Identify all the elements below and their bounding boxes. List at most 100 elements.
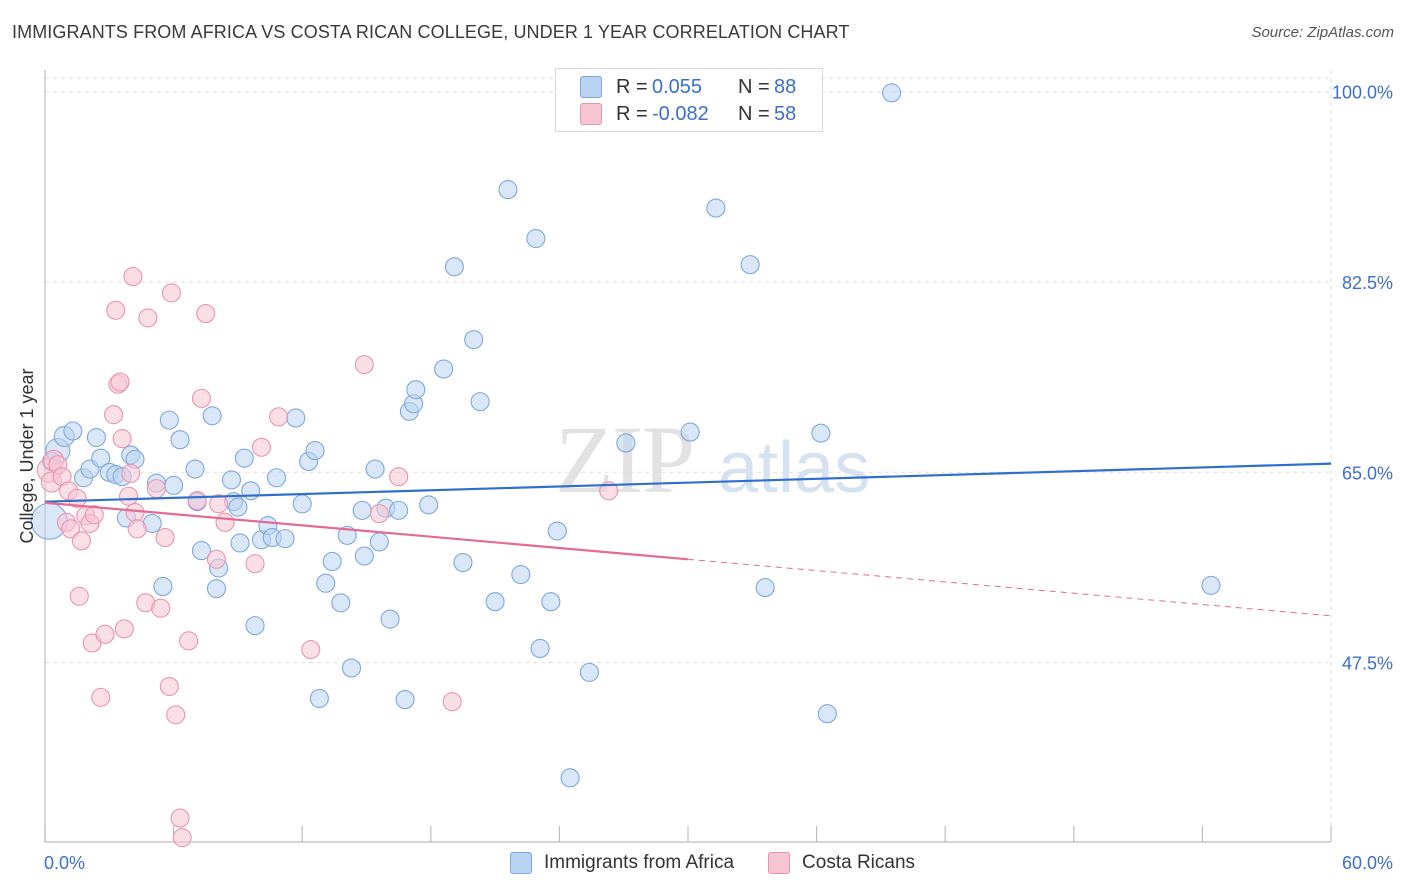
costa-rica-point	[114, 619, 134, 639]
costa-rica-point	[121, 463, 141, 483]
costa-rica-point	[119, 486, 139, 506]
costa-rica-point	[125, 502, 145, 523]
africa-point	[485, 592, 505, 612]
watermark-zip: ZIP	[555, 406, 693, 513]
africa-point	[389, 500, 409, 520]
costa-rica-point	[354, 355, 374, 375]
legend-label-africa: Immigrants from Africa	[544, 852, 735, 873]
africa-point	[286, 408, 306, 428]
africa-point	[541, 592, 561, 612]
costa-rica-point	[159, 676, 179, 697]
africa-point	[453, 553, 473, 573]
trend-lines	[44, 462, 1332, 617]
legend-swatch-pink	[768, 852, 791, 874]
costa-rica-point	[69, 586, 89, 606]
africa-point	[706, 198, 726, 218]
africa-point	[245, 616, 265, 636]
africa-point	[740, 255, 760, 275]
costa-rica-point	[172, 828, 192, 848]
legend-n-value: 88	[774, 75, 797, 98]
africa-point	[241, 481, 261, 501]
legend-r-value: -0.082	[652, 102, 709, 125]
africa-point	[547, 521, 567, 541]
costa-rica-point	[187, 491, 207, 511]
costa-rica-point	[209, 494, 229, 514]
africa-point	[560, 768, 580, 788]
legend-swatch-blue	[510, 852, 532, 874]
africa-point	[511, 564, 531, 585]
africa-point	[354, 546, 374, 566]
africa-point	[275, 529, 295, 549]
africa-point	[444, 257, 464, 277]
costa-rica-point	[106, 300, 126, 320]
legend-r-value: 0.055	[652, 75, 703, 98]
africa-point	[337, 525, 357, 545]
africa-point	[164, 475, 184, 495]
africa-point	[170, 430, 190, 450]
africa-point	[91, 448, 111, 468]
africa-point	[579, 662, 599, 682]
africa-point	[266, 468, 287, 488]
africa-point	[202, 406, 222, 426]
costa-rica-point	[389, 467, 409, 487]
legend-n-label: N =	[738, 102, 770, 125]
africa-point	[419, 495, 439, 515]
africa-point	[221, 470, 242, 490]
chart-title: IMMIGRANTS FROM AFRICA VS COSTA RICAN CO…	[12, 22, 850, 42]
costa-rica-point	[215, 512, 235, 532]
legend-swatch-pink	[580, 103, 602, 125]
costa-rica-point	[196, 304, 216, 324]
legend-r-label: R =	[616, 75, 648, 98]
costa-rica-point	[301, 639, 321, 660]
costa-rica-point	[245, 554, 265, 574]
costa-rica-point	[138, 308, 158, 328]
series-costa-ricans	[36, 267, 619, 848]
africa-point	[464, 330, 484, 350]
costa-rica-point	[170, 808, 190, 828]
costa-rica-point	[179, 631, 199, 651]
costa-rica-point	[442, 692, 462, 712]
africa-point	[206, 579, 227, 599]
africa-point	[530, 638, 550, 659]
y-tick-label: 100.0%	[1332, 83, 1393, 103]
axis-labels: 47.5% 65.0% 82.5% 100.0% 0.0% 60.0% College, U…	[17, 83, 1393, 873]
africa-point	[380, 609, 400, 629]
costa-rica-point	[95, 624, 115, 644]
legend-item-costa-rica: Costa Ricans	[768, 852, 915, 874]
series-immigrants-from-africa	[30, 83, 1221, 788]
costa-rica-point	[110, 372, 130, 392]
africa-point	[341, 658, 362, 678]
costa-rica-point	[61, 519, 81, 539]
africa-point	[817, 704, 837, 724]
costa-rica-trend-line	[44, 501, 689, 561]
legend-n-label: N =	[738, 75, 770, 98]
costa-rica-point	[146, 479, 167, 499]
y-tick-label: 82.5%	[1342, 273, 1393, 293]
costa-rica-point	[369, 504, 389, 524]
costa-rica-point	[161, 283, 182, 303]
africa-point	[434, 359, 454, 379]
correlation-legend: R = 0.055 N = 88 R = -0.082 N = 58	[555, 68, 823, 132]
y-axis-title: College, Under 1 year	[17, 368, 37, 543]
watermark-atlas: atlas	[718, 428, 870, 508]
zipatlas-watermark: ZIP atlas	[555, 406, 870, 513]
costa-rica-point	[151, 598, 171, 618]
legend-label-costa-rica: Costa Ricans	[802, 852, 916, 873]
africa-point	[882, 83, 902, 103]
costa-rica-point	[599, 481, 619, 501]
legend-swatch-blue	[580, 76, 602, 98]
costa-rica-point	[155, 527, 175, 548]
source-credit: Source: ZipAtlas.com	[1251, 24, 1394, 41]
costa-rica-point	[251, 437, 272, 457]
y-tick-label: 47.5%	[1342, 654, 1393, 674]
legend-item-africa: Immigrants from Africa	[510, 852, 734, 874]
africa-point	[316, 573, 336, 593]
africa-point	[616, 433, 636, 453]
africa-point	[185, 459, 205, 479]
costa-rica-point	[91, 687, 111, 707]
costa-rica-point	[191, 388, 212, 408]
costa-rica-point	[127, 519, 147, 539]
africa-point	[234, 448, 254, 468]
africa-point	[395, 690, 415, 710]
x-tick-label: 60.0%	[1342, 853, 1393, 873]
